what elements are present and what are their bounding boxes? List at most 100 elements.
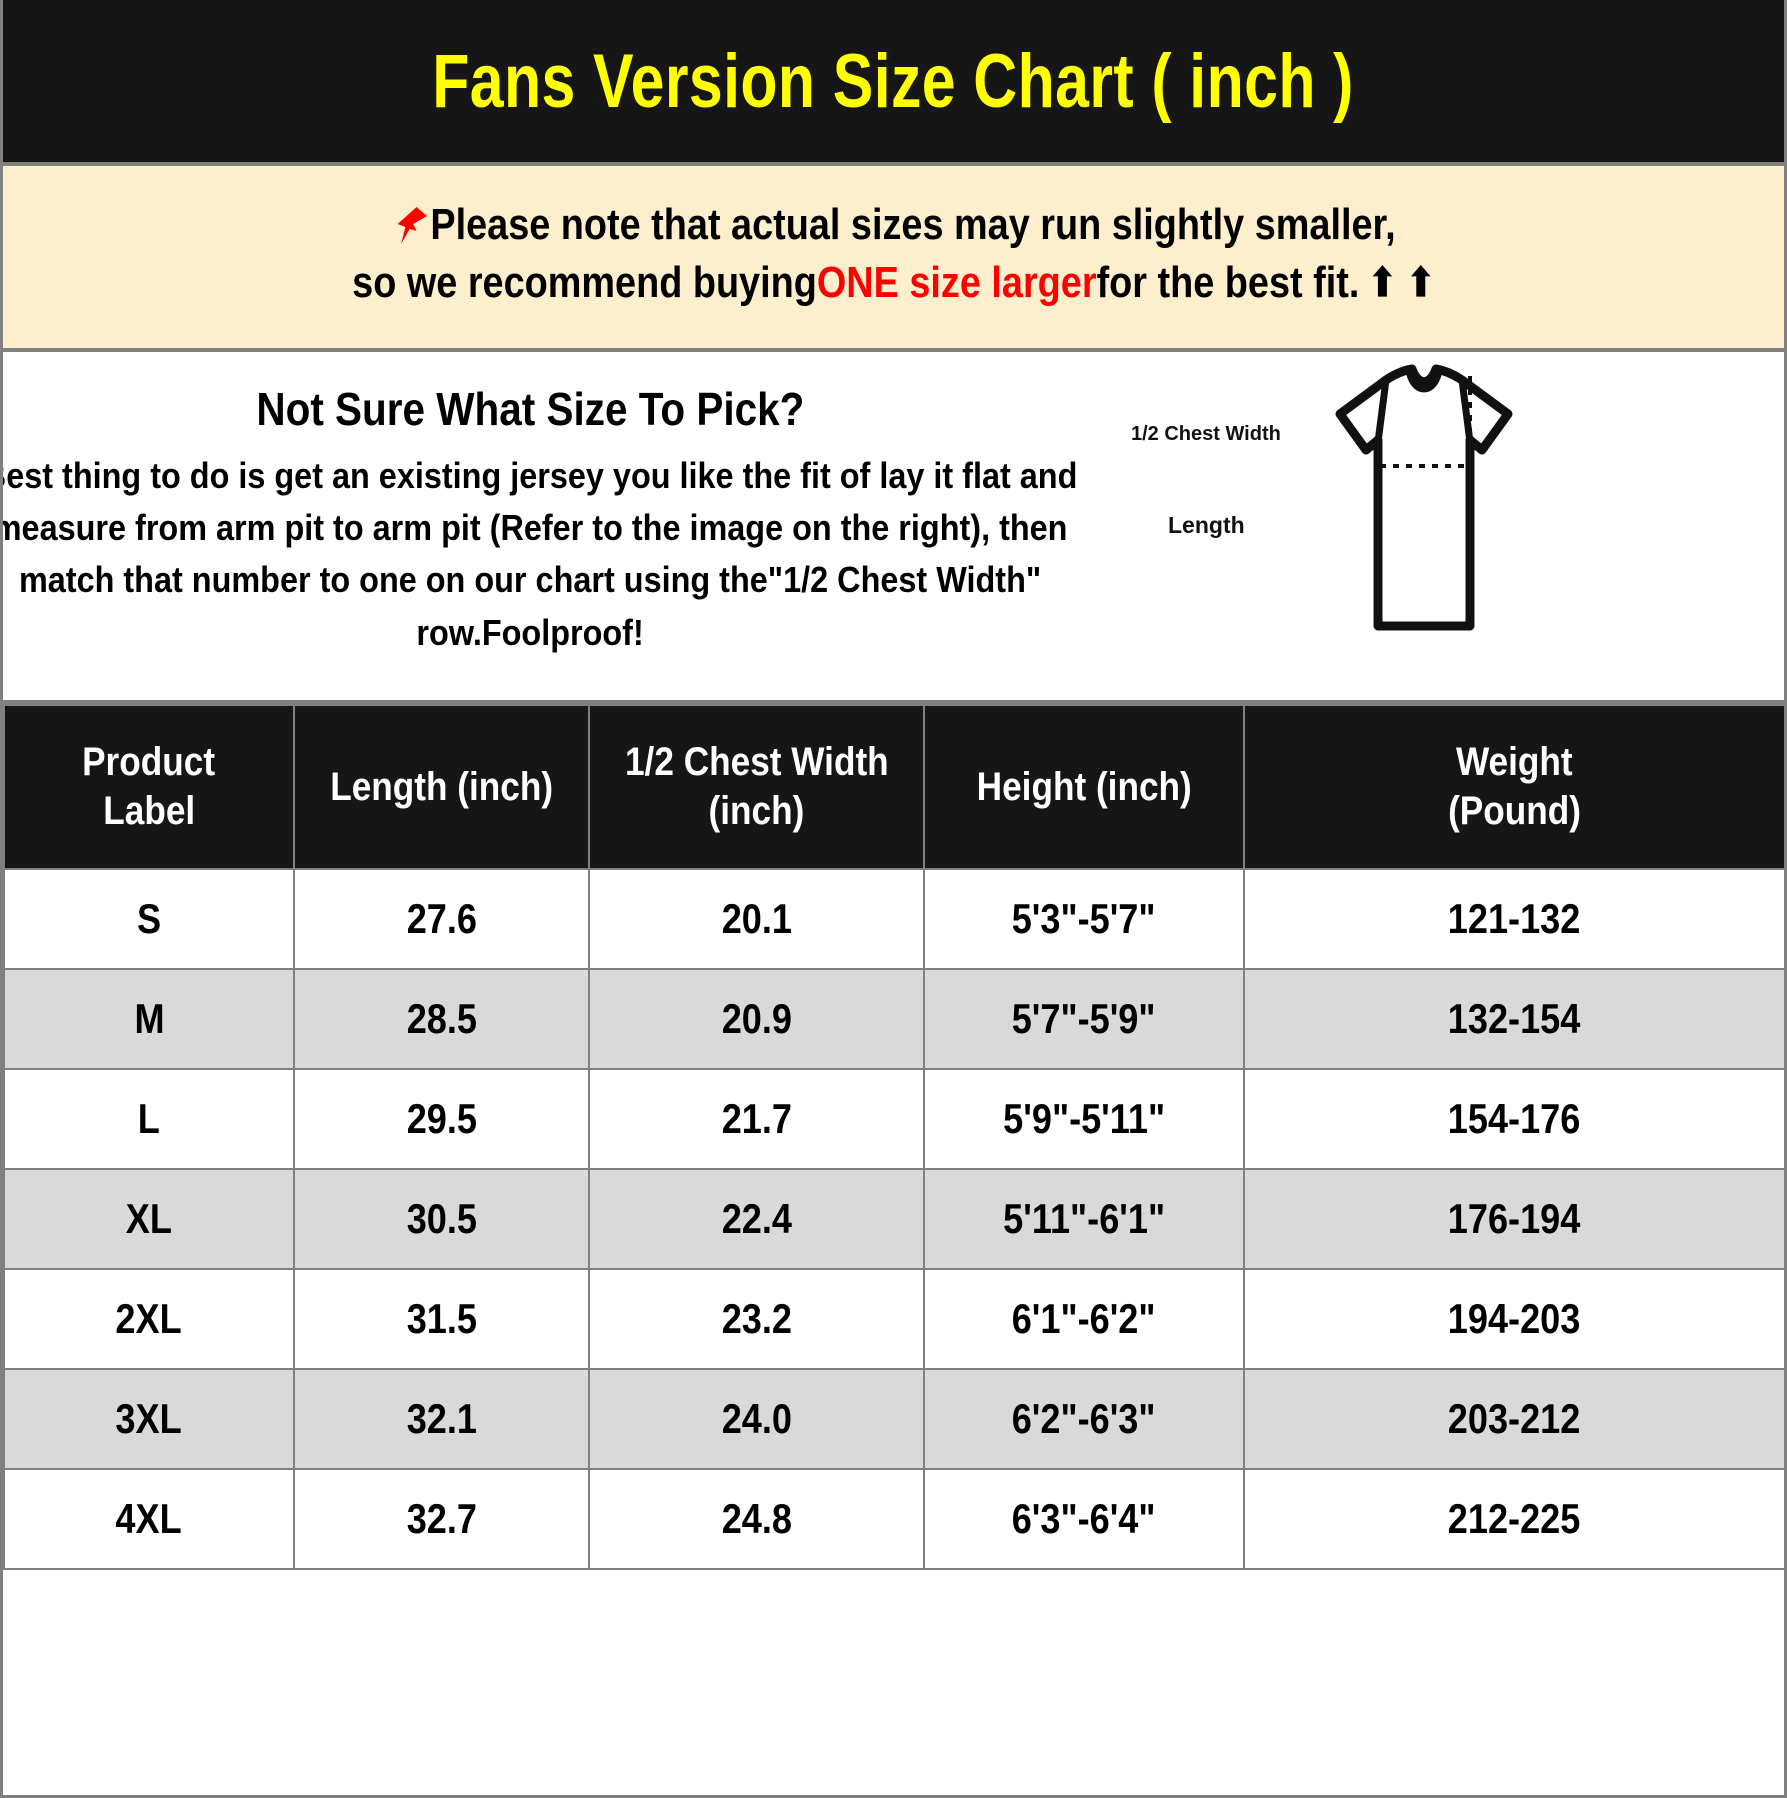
cell-text: 20.9 <box>721 995 792 1042</box>
cell-height: 5'9"-5'11" <box>923 1068 1245 1170</box>
column-header-product-label: Product Label <box>3 704 295 870</box>
table-row: 2XL 31.5 23.2 6'1"-6'2" 194-203 <box>3 1268 1784 1370</box>
cell-text: 2XL <box>115 1295 183 1342</box>
cell-text: 5'9"-5'11" <box>1003 1095 1165 1142</box>
table-row: M 28.5 20.9 5'7"-5'9" 132-154 <box>3 968 1784 1070</box>
table-body: S 27.6 20.1 5'3"-5'7" 121-132 M 28.5 20.… <box>3 868 1784 1570</box>
cell-product-label: M <box>3 968 295 1070</box>
pushpin-icon <box>391 203 431 247</box>
cell-half-chest: 24.8 <box>588 1468 925 1570</box>
cell-height: 6'3"-6'4" <box>923 1468 1245 1570</box>
cell-product-label: 4XL <box>3 1468 295 1570</box>
column-header-length: Length (inch) <box>293 704 590 870</box>
cell-weight: 132-154 <box>1243 968 1784 1070</box>
cell-height: 5'3"-5'7" <box>923 868 1245 970</box>
cell-text: 6'1"-6'2" <box>1012 1295 1156 1342</box>
cell-text: 5'11"-6'1" <box>1003 1195 1165 1242</box>
cell-length: 32.1 <box>293 1368 590 1470</box>
column-header-weight: Weight (Pound) <box>1243 704 1784 870</box>
cell-height: 6'1"-6'2" <box>923 1268 1245 1370</box>
cell-text: 203-212 <box>1448 1395 1581 1442</box>
cell-text: 29.5 <box>406 1095 477 1142</box>
cell-text: 121-132 <box>1448 895 1581 942</box>
header-line: (Pound) <box>1448 789 1581 833</box>
cell-weight: 121-132 <box>1243 868 1784 970</box>
cell-text: 22.4 <box>721 1195 792 1242</box>
note-text-2a: so we recommend buying <box>351 258 817 307</box>
cell-text: S <box>136 895 162 942</box>
table-row: XL 30.5 22.4 5'11"-6'1" 176-194 <box>3 1168 1784 1270</box>
header-line: Length (inch) <box>330 764 553 809</box>
length-label: Length <box>1168 512 1245 538</box>
note-text-1: Please note that actual sizes may run sl… <box>430 199 1396 249</box>
cell-half-chest: 22.4 <box>588 1168 925 1270</box>
cell-text: 4XL <box>115 1495 183 1542</box>
cell-text: 5'3"-5'7" <box>1012 895 1156 942</box>
column-header-height: Height (inch) <box>923 704 1245 870</box>
cell-half-chest: 24.0 <box>588 1368 925 1470</box>
cell-text: 6'3"-6'4" <box>1012 1495 1156 1542</box>
arrow-up-icon: ⬆ ⬆ <box>1367 261 1436 306</box>
table-row: 4XL 32.7 24.8 6'3"-6'4" 212-225 <box>3 1468 1784 1570</box>
info-body-line-4: row.Foolproof! <box>416 611 644 653</box>
cell-text: 154-176 <box>1448 1095 1581 1142</box>
tshirt-outline-icon <box>1335 364 1512 631</box>
cell-weight: 194-203 <box>1243 1268 1784 1370</box>
info-body-line-1: Best thing to do is get an existing jers… <box>0 455 1078 496</box>
header-line: Height (inch) <box>976 764 1192 809</box>
note-text-2b: for the best fit. <box>1096 258 1360 307</box>
table-row: L 29.5 21.7 5'9"-5'11" 154-176 <box>3 1068 1784 1170</box>
cell-text: 21.7 <box>721 1095 792 1142</box>
table-header-row: Product Label Length (inch) 1/2 Chest Wi… <box>3 704 1784 870</box>
cell-text: 5'7"-5'9" <box>1012 995 1156 1042</box>
note-emphasis: ONE size larger <box>816 258 1097 307</box>
table-row: S 27.6 20.1 5'3"-5'7" 121-132 <box>3 868 1784 970</box>
cell-text: 31.5 <box>406 1295 477 1342</box>
cell-height: 6'2"-6'3" <box>923 1368 1245 1470</box>
header-line: Label <box>103 789 195 833</box>
table-header: Product Label Length (inch) 1/2 Chest Wi… <box>3 704 1784 870</box>
size-chart-table: Product Label Length (inch) 1/2 Chest Wi… <box>3 704 1784 1570</box>
cell-text: 32.1 <box>406 1395 477 1442</box>
cell-weight: 212-225 <box>1243 1468 1784 1570</box>
chest-width-label: 1/2 Chest Width <box>1131 423 1281 445</box>
cell-height: 5'7"-5'9" <box>923 968 1245 1070</box>
cell-length: 31.5 <box>293 1268 590 1370</box>
shirt-diagram: 1/2 Chest Width Length <box>1063 352 1784 700</box>
cell-length: 30.5 <box>293 1168 590 1270</box>
cell-weight: 203-212 <box>1243 1368 1784 1470</box>
info-body: Best thing to do is get an existing jers… <box>0 450 1078 659</box>
cell-half-chest: 20.1 <box>588 868 925 970</box>
cell-text: M <box>133 995 165 1042</box>
cell-length: 28.5 <box>293 968 590 1070</box>
cell-text: 32.7 <box>406 1495 477 1542</box>
info-text-block: Not Sure What Size To Pick? Best thing t… <box>3 352 1077 700</box>
cell-text: 24.8 <box>721 1495 792 1542</box>
note-line-1: Please note that actual sizes may run sl… <box>391 196 1396 254</box>
cell-text: 194-203 <box>1448 1295 1581 1342</box>
cell-length: 32.7 <box>293 1468 590 1570</box>
cell-text: 24.0 <box>721 1395 792 1442</box>
cell-half-chest: 23.2 <box>588 1268 925 1370</box>
cell-product-label: 3XL <box>3 1368 295 1470</box>
cell-text: XL <box>125 1195 173 1242</box>
cell-half-chest: 21.7 <box>588 1068 925 1170</box>
note-line-2: so we recommend buying ONE size larger f… <box>352 254 1435 312</box>
title-banner: Fans Version Size Chart ( inch ) <box>3 0 1784 166</box>
cell-text: 20.1 <box>721 895 792 942</box>
cell-text: 28.5 <box>406 995 477 1042</box>
cell-text: L <box>137 1095 161 1142</box>
cell-text: 27.6 <box>406 895 477 942</box>
info-section: Not Sure What Size To Pick? Best thing t… <box>3 352 1784 704</box>
cell-text: 132-154 <box>1448 995 1581 1042</box>
column-header-half-chest-width: 1/2 Chest Width (inch) <box>588 704 925 870</box>
cell-text: 30.5 <box>406 1195 477 1242</box>
header-line: (inch) <box>708 789 805 833</box>
info-body-line-2: measure from arm pit to arm pit (Refer t… <box>0 507 1068 549</box>
header-line: 1/2 Chest Width <box>624 740 889 785</box>
cell-product-label: L <box>3 1068 295 1170</box>
cell-weight: 176-194 <box>1243 1168 1784 1270</box>
cell-weight: 154-176 <box>1243 1068 1784 1170</box>
cell-product-label: XL <box>3 1168 295 1270</box>
cell-text: 3XL <box>115 1395 183 1442</box>
